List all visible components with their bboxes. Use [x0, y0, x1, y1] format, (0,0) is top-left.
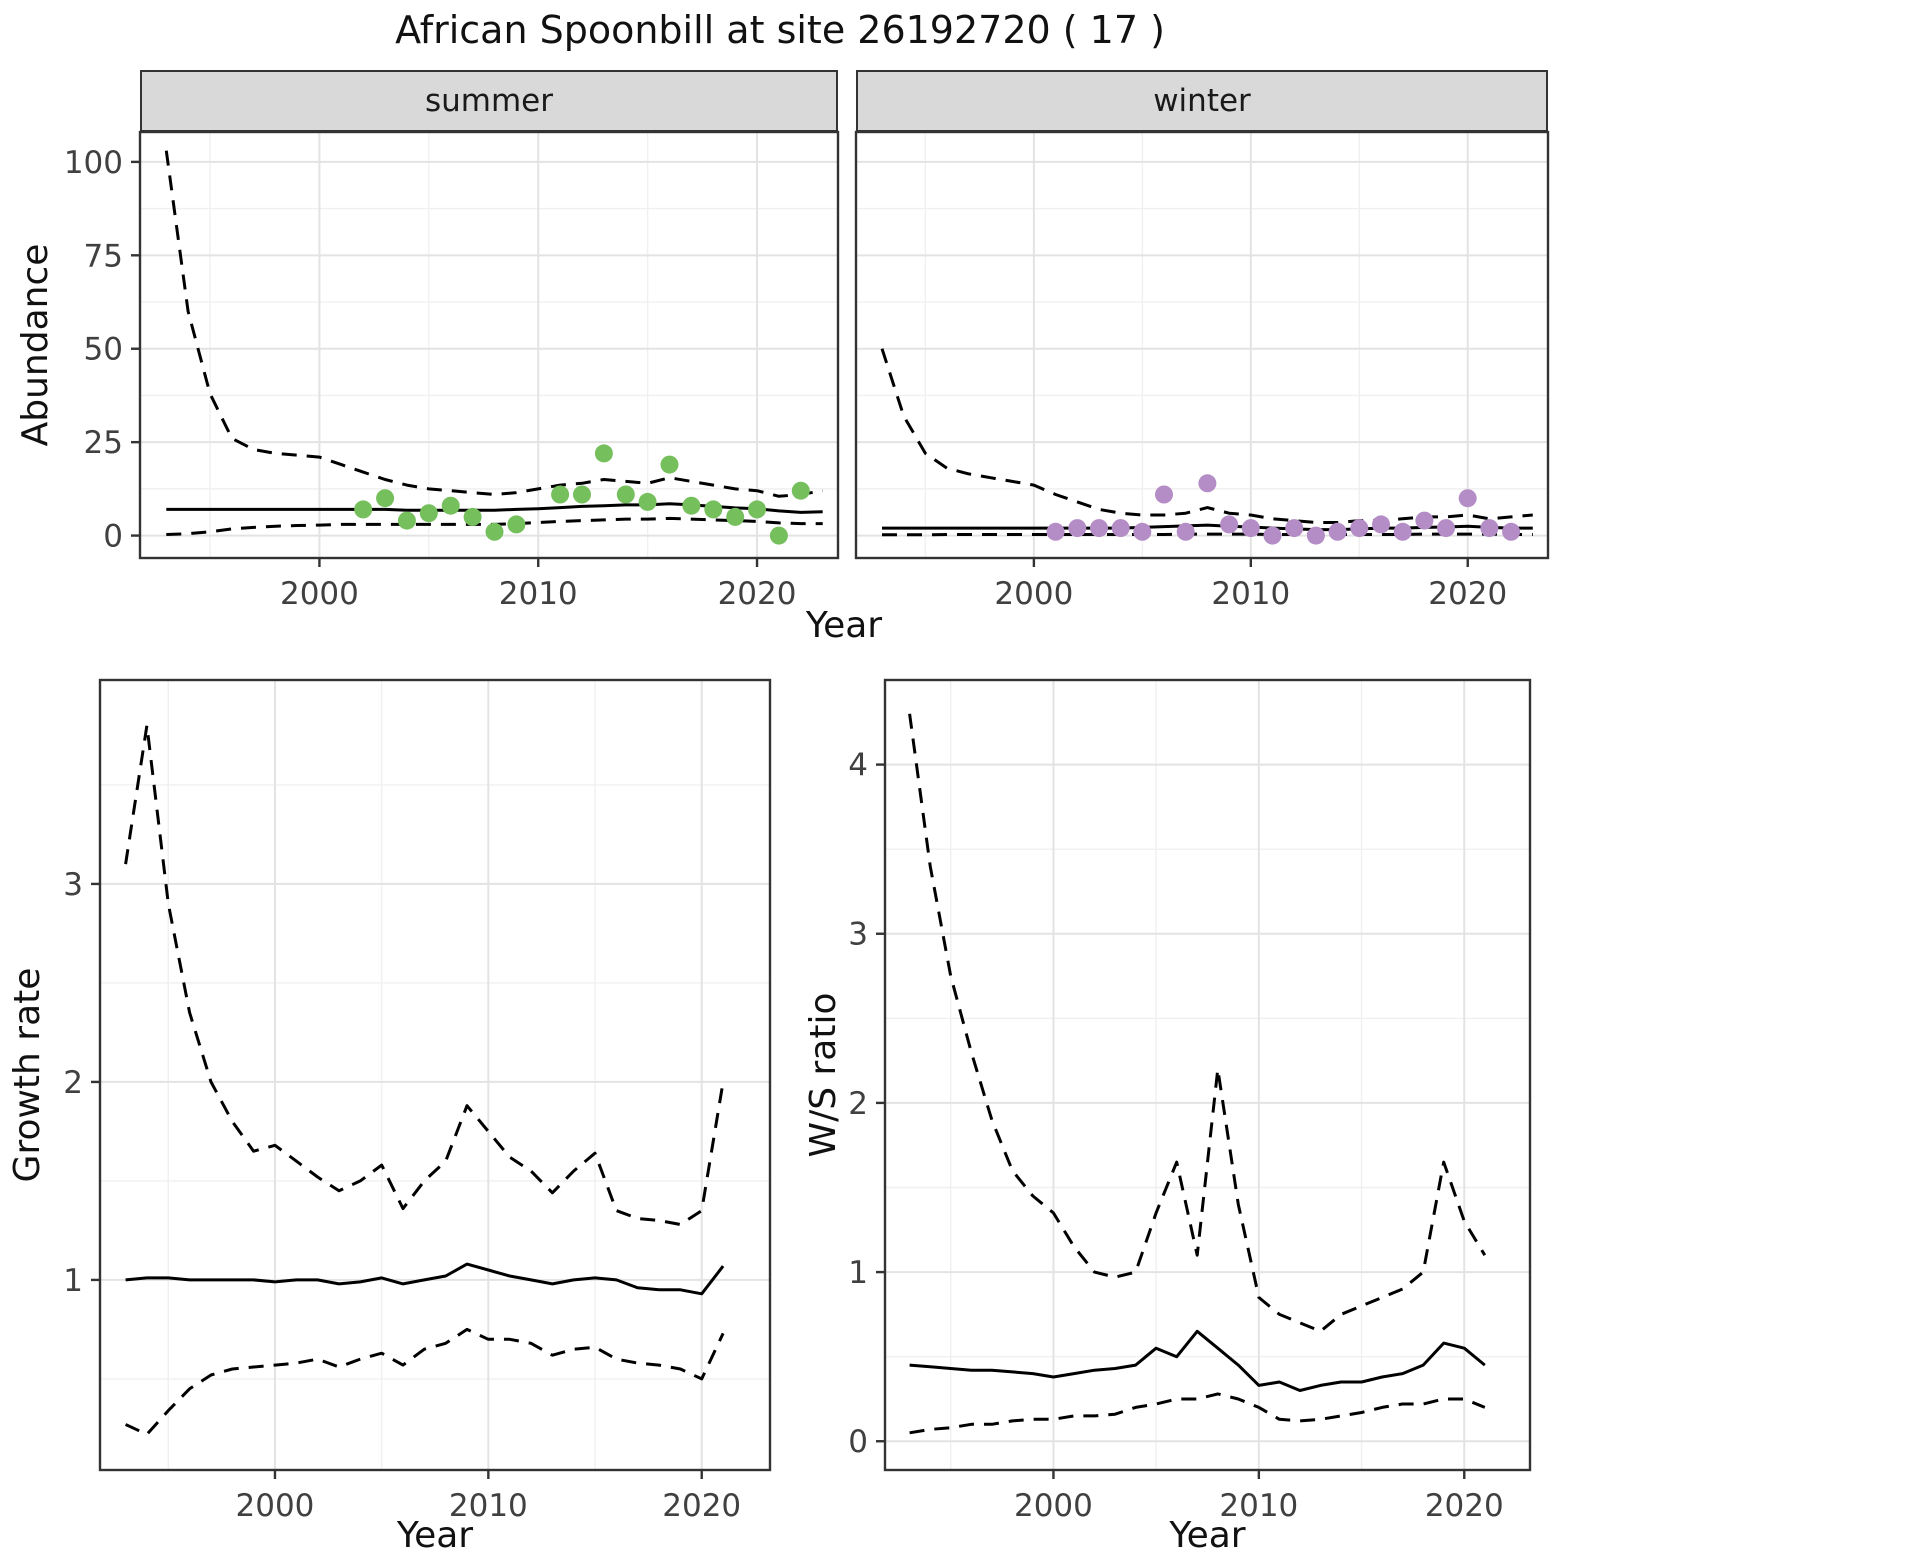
panel-border	[138, 130, 840, 560]
growth-rate-x-axis-label: Year	[396, 1515, 474, 1556]
figure-title: African Spoonbill at site 26192720 ( 17 …	[395, 8, 1165, 52]
y-tick-label: 1	[63, 1263, 83, 1299]
y-tick-label: 25	[84, 425, 123, 461]
data-point	[354, 500, 373, 519]
x-tick-label: 2020	[718, 576, 797, 612]
x-tick-label: 2020	[1425, 1488, 1504, 1524]
data-point	[507, 515, 526, 534]
data-point	[551, 485, 570, 504]
data-point	[573, 485, 591, 504]
data-point	[704, 500, 723, 519]
data-point	[1111, 519, 1130, 538]
y-tick-label: 2	[63, 1065, 83, 1101]
data-point	[638, 492, 657, 511]
x-tick-label: 2000	[236, 1488, 315, 1524]
fit-line	[909, 1329, 1486, 1392]
y-tick-label: 3	[848, 917, 868, 953]
data-point	[1155, 485, 1173, 504]
facet-strip-summer-label: summer	[424, 83, 553, 119]
x-tick-label: 2000	[1014, 1488, 1093, 1524]
x-tick-label: 2010	[499, 576, 578, 612]
x-tick-label: 2010	[1211, 576, 1290, 612]
data-point	[682, 496, 701, 515]
data-point	[1046, 522, 1065, 541]
x-tick-label: 2010	[449, 1488, 528, 1524]
data-point	[791, 481, 810, 500]
data-point	[1372, 515, 1390, 534]
x-tick-label: 2010	[1219, 1488, 1298, 1524]
facet-strip-winter: winter	[856, 70, 1548, 132]
data-point	[1198, 474, 1217, 493]
ci-upper-line	[908, 713, 1487, 1333]
x-tick-label: 2020	[1428, 576, 1507, 612]
data-point	[1458, 489, 1477, 508]
data-point	[594, 444, 613, 463]
ci-upper-line	[124, 724, 725, 1226]
y-tick-label: 0	[848, 1424, 868, 1460]
data-point	[1220, 515, 1239, 534]
data-point	[1415, 511, 1434, 530]
data-point	[441, 496, 460, 515]
data-point	[1393, 522, 1412, 541]
ws-ratio-y-axis-label: W/S ratio	[803, 992, 844, 1158]
data-point	[726, 507, 745, 526]
panel-background	[885, 680, 1530, 1470]
data-point	[616, 485, 635, 504]
top-x-axis-label: Year	[805, 605, 883, 646]
x-tick-label: 2000	[994, 576, 1073, 612]
data-point	[1328, 522, 1347, 541]
ci-lower-line	[882, 532, 1533, 537]
data-point	[376, 489, 395, 508]
panel-border	[98, 678, 772, 1472]
data-point	[1241, 519, 1260, 538]
data-point	[485, 522, 504, 541]
growth-rate-y-axis-label: Growth rate	[7, 967, 48, 1183]
ci-lower-line	[124, 1327, 725, 1436]
y-tick-label: 3	[63, 867, 83, 903]
data-point	[397, 511, 416, 530]
y-tick-label: 100	[64, 145, 123, 181]
data-point	[748, 500, 766, 519]
data-point	[1437, 519, 1455, 538]
data-point	[769, 526, 788, 545]
data-point	[1306, 526, 1325, 545]
data-point	[1068, 519, 1087, 538]
y-tick-label: 0	[103, 519, 123, 555]
panel-background	[140, 132, 838, 558]
data-point	[1133, 522, 1152, 541]
data-point	[1350, 519, 1369, 538]
y-tick-label: 2	[848, 1086, 868, 1122]
ws-ratio-x-axis-label: Year	[1169, 1515, 1246, 1556]
facet-strip-summer: summer	[140, 70, 838, 132]
data-point	[1502, 522, 1521, 541]
x-tick-label: 2000	[280, 576, 359, 612]
fit-line	[125, 1262, 725, 1296]
ci-upper-line	[164, 150, 823, 498]
y-tick-label: 75	[84, 238, 123, 274]
x-tick-label: 2020	[662, 1488, 741, 1524]
panel-border	[854, 130, 1550, 560]
panel-background	[100, 680, 770, 1470]
facet-strip-winter-label: winter	[1153, 83, 1251, 119]
data-point	[1263, 526, 1282, 545]
abundance-y-axis-label: Abundance	[15, 243, 56, 447]
data-point	[1176, 522, 1195, 541]
data-point	[1090, 519, 1108, 538]
y-tick-label: 4	[848, 748, 868, 784]
data-point	[419, 504, 438, 523]
y-tick-label: 1	[848, 1255, 868, 1291]
panel-background	[856, 132, 1548, 558]
data-point	[1480, 519, 1499, 538]
data-point	[463, 507, 482, 526]
y-tick-label: 50	[84, 332, 123, 368]
panel-border	[883, 678, 1532, 1472]
data-point	[660, 455, 679, 474]
data-point	[1285, 519, 1304, 538]
